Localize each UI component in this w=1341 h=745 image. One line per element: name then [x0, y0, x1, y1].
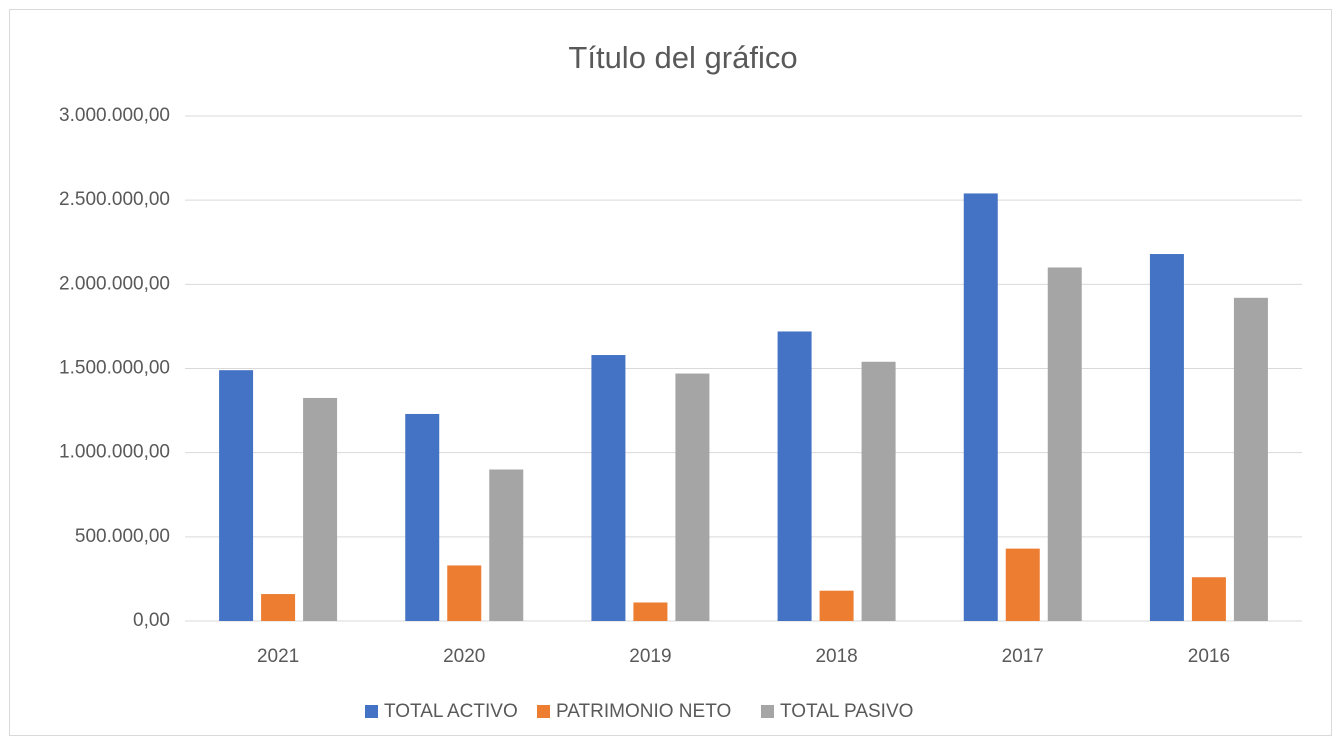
bar	[1047, 267, 1082, 621]
x-tick-label: 2021	[257, 646, 299, 667]
x-tick-label: 2018	[815, 646, 857, 667]
y-tick-label: 2.000.000,00	[59, 273, 170, 294]
y-tick-label: 500.000,00	[75, 526, 170, 547]
legend-swatch	[365, 705, 378, 718]
x-tick-label: 2017	[1002, 646, 1044, 667]
bar	[675, 373, 710, 621]
bar	[963, 193, 998, 621]
y-tick-label: 3.000.000,00	[59, 105, 170, 126]
bar	[1005, 548, 1040, 621]
bar	[861, 361, 896, 621]
bar	[219, 370, 254, 621]
bar	[303, 397, 338, 621]
chart-title: Título del gráfico	[568, 40, 797, 75]
bar	[633, 602, 668, 621]
y-tick-label: 2.500.000,00	[59, 189, 170, 210]
legend-swatch	[761, 705, 774, 718]
legend-label: TOTAL PASIVO	[780, 701, 913, 722]
y-tick-label: 1.500.000,00	[59, 358, 170, 379]
chart-border	[9, 9, 1332, 736]
x-tick-label: 2016	[1188, 646, 1230, 667]
bar	[1149, 254, 1184, 622]
bar	[1233, 297, 1268, 621]
x-tick-label: 2019	[629, 646, 671, 667]
bar	[591, 355, 626, 621]
legend-label: PATRIMONIO NETO	[556, 701, 731, 722]
legend-label: TOTAL ACTIVO	[384, 701, 518, 722]
bar	[1191, 577, 1226, 621]
bar	[777, 331, 812, 621]
bar	[405, 413, 440, 621]
bar	[489, 469, 524, 621]
x-tick-label: 2020	[443, 646, 485, 667]
y-tick-label: 1.000.000,00	[59, 442, 170, 463]
bar	[819, 590, 854, 621]
bar	[447, 565, 482, 621]
y-tick-label: 0,00	[133, 610, 170, 631]
legend-swatch	[537, 705, 550, 718]
bar	[261, 594, 296, 621]
